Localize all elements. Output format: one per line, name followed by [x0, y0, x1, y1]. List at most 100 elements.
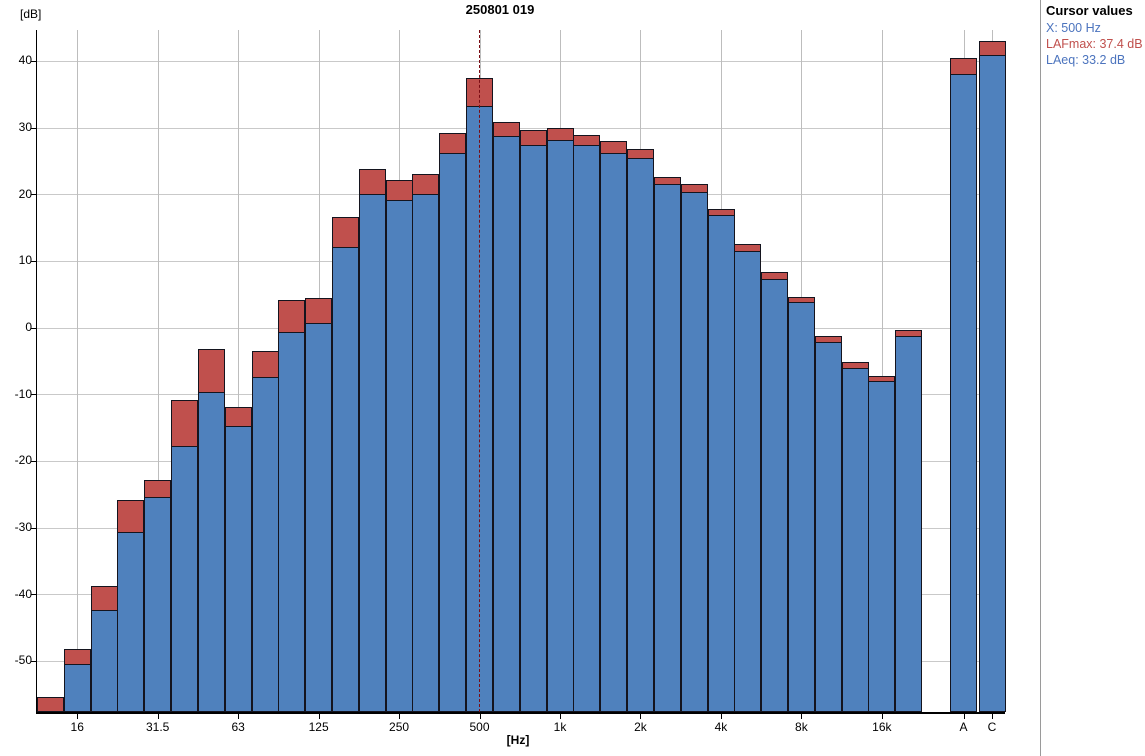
bar-laeq-80[interactable] — [251, 376, 279, 712]
y-axis-line — [36, 30, 37, 714]
x-tick-mark — [77, 714, 79, 719]
x-tick-mark — [399, 714, 401, 719]
bar-laeq-4k[interactable] — [707, 214, 735, 712]
y-tick-label: -50 — [14, 653, 32, 668]
x-tick-mark — [559, 714, 561, 719]
y-tick-mark — [31, 60, 36, 62]
x-tick-mark — [238, 714, 240, 719]
x-tick-label: C — [987, 720, 997, 734]
x-tick-label: 63 — [231, 720, 245, 734]
cursor-line[interactable] — [479, 30, 481, 712]
bar-laeq-2k[interactable] — [627, 157, 655, 712]
cursor-lafmax-value: LAFmax: 37.4 dB — [1046, 37, 1143, 51]
y-tick-mark — [31, 394, 36, 396]
y-tick-label: 10 — [18, 253, 32, 268]
x-tick-label: A — [959, 720, 968, 734]
bar-laeq-40[interactable] — [171, 446, 199, 712]
bar-laeq-2.5k[interactable] — [653, 183, 681, 712]
x-tick-mark — [881, 714, 883, 719]
bar-laeq-31.5[interactable] — [144, 496, 172, 712]
spectrum-chart: 250801 019 [dB] 40 30 20 10 0 -10 -20 -30 -40 -50… — [15, 2, 1007, 747]
bar-laeq-800[interactable] — [519, 144, 547, 712]
x-tick-label: 500 — [469, 720, 490, 734]
y-tick-label: 0 — [25, 320, 32, 335]
x-tick-mark — [963, 714, 965, 719]
bar-laeq-25[interactable] — [117, 531, 145, 712]
y-tick-label: -30 — [14, 520, 32, 535]
cursor-panel-title: Cursor values — [1046, 3, 1133, 18]
y-tick-label: -20 — [14, 453, 32, 468]
h-gridline — [37, 60, 1005, 62]
y-tick-mark — [31, 260, 36, 262]
x-tick-label: 16 — [70, 720, 84, 734]
bar-laeq-6.3k[interactable] — [761, 278, 789, 712]
x-tick-mark — [992, 714, 993, 719]
v-gridline — [238, 30, 240, 712]
y-tick-mark — [31, 660, 36, 662]
cursor-laeq-value: LAeq: 33.2 dB — [1046, 53, 1126, 67]
x-tick-label: 125 — [308, 720, 329, 734]
bar-laeq-125[interactable] — [305, 322, 333, 712]
y-axis-unit-label: [dB] — [20, 7, 42, 21]
bar-lafmax-12.5[interactable] — [37, 696, 64, 712]
bar-laeq-16[interactable] — [63, 663, 91, 712]
bar-laeq-63[interactable] — [224, 425, 252, 712]
x-tick-mark — [720, 714, 722, 719]
x-tick-mark — [479, 714, 481, 719]
bar-laeq-20k[interactable] — [895, 336, 923, 712]
v-gridline — [881, 30, 883, 712]
bar-laeq-50[interactable] — [197, 392, 225, 712]
cursor-values-panel: Cursor values X: 500 Hz LAFmax: 37.4 dB … — [1046, 3, 1145, 68]
x-tick-label: 2k — [634, 720, 647, 734]
x-tick-mark — [157, 714, 159, 719]
bar-laeq-8k[interactable] — [787, 301, 815, 712]
bar-laeq-3.15k[interactable] — [680, 191, 708, 712]
y-tick-mark — [31, 327, 36, 329]
y-tick-label: 40 — [18, 53, 32, 68]
x-tick-label: 250 — [389, 720, 410, 734]
bar-laeq-A[interactable] — [950, 74, 977, 712]
y-tick-mark — [31, 594, 36, 596]
bar-laeq-250[interactable] — [385, 199, 413, 712]
panel-divider — [1040, 0, 1041, 756]
h-gridline — [37, 127, 1005, 129]
y-tick-label: 30 — [18, 120, 32, 135]
bar-laeq-630[interactable] — [492, 135, 520, 712]
x-axis-line — [36, 712, 1005, 714]
chart-title: 250801 019 — [465, 2, 535, 17]
x-axis-unit-label: [Hz] — [506, 733, 530, 747]
bar-laeq-1k[interactable] — [546, 140, 574, 712]
bar-laeq-10k[interactable] — [814, 341, 842, 712]
bar-laeq-1.25k[interactable] — [573, 144, 601, 712]
x-tick-mark — [801, 714, 803, 719]
y-tick-label: -40 — [14, 586, 32, 601]
bar-laeq-400[interactable] — [439, 152, 467, 712]
x-tick-mark — [640, 714, 642, 719]
plot-area[interactable]: 40 30 20 10 0 -10 -20 -30 -40 -50 16 31.5 63 125 250 50… — [15, 30, 1007, 734]
v-gridline — [157, 30, 159, 712]
y-tick-mark — [31, 127, 36, 129]
bar-laeq-20[interactable] — [90, 610, 118, 712]
y-tick-label: -10 — [14, 386, 32, 401]
x-tick-mark — [318, 714, 320, 719]
bar-laeq-100[interactable] — [278, 331, 306, 712]
bar-laeq-200[interactable] — [358, 193, 386, 712]
bar-laeq-315[interactable] — [412, 193, 440, 712]
v-gridline — [77, 30, 79, 712]
y-tick-mark — [31, 460, 36, 462]
cursor-x-value: X: 500 Hz — [1046, 21, 1101, 35]
y-tick-mark — [31, 194, 36, 196]
bar-laeq-16k[interactable] — [868, 380, 896, 712]
bar-laeq-1.6k[interactable] — [600, 152, 628, 712]
x-tick-label: 8k — [795, 720, 808, 734]
bar-laeq-5k[interactable] — [734, 250, 762, 712]
x-tick-label: 1k — [553, 720, 567, 734]
x-tick-label: 16k — [872, 720, 892, 734]
x-tick-label: 4k — [714, 720, 728, 734]
bar-laeq-12.5k[interactable] — [841, 368, 869, 712]
bar-laeq-160[interactable] — [332, 246, 360, 712]
x-tick-label: 31.5 — [146, 720, 170, 734]
y-tick-mark — [31, 527, 36, 529]
bar-laeq-C[interactable] — [978, 54, 1006, 712]
y-tick-label: 20 — [18, 186, 32, 201]
